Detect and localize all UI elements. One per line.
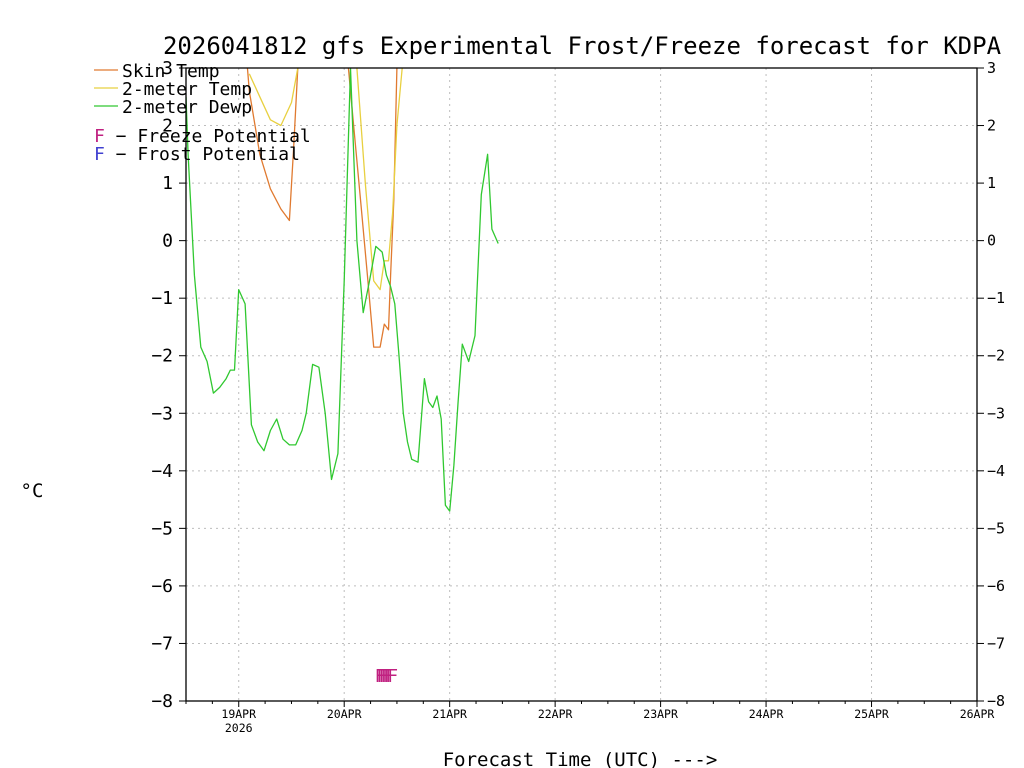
x-tick-label: 26APR xyxy=(960,707,995,721)
x-tick-label: 20APR xyxy=(327,707,362,721)
y-tick-label-left: −5 xyxy=(151,518,173,539)
x-tick-label: 21APR xyxy=(432,707,467,721)
y-tick-label-right: −6 xyxy=(987,577,1005,595)
y-tick-label-right: −7 xyxy=(987,634,1005,652)
series-line-2-meter-temp xyxy=(248,68,403,291)
plot-frame xyxy=(185,67,978,702)
y-tick-label-left: −8 xyxy=(151,691,173,712)
legend-potential-char: F xyxy=(94,144,105,165)
y-tick-label-left: 3 xyxy=(162,58,173,79)
y-tick-label-right: −1 xyxy=(987,289,1005,307)
y-tick-label-left: −1 xyxy=(151,288,173,309)
y-tick-label-left: −2 xyxy=(151,346,173,367)
x-tick-sublabel: 2026 xyxy=(225,721,253,735)
freeze-potential-marker: F xyxy=(377,666,388,687)
grid-lines xyxy=(186,68,977,701)
series-lines xyxy=(186,68,499,512)
x-tick-label: 25APR xyxy=(854,707,889,721)
y-tick-label-left: −3 xyxy=(151,403,173,424)
legend-potential-char: F xyxy=(94,126,105,147)
freeze-potential-marker: F xyxy=(375,666,386,687)
legend-label: 2-meter Dewp xyxy=(122,97,252,118)
y-tick-label-right: 0 xyxy=(987,232,996,250)
legend-potential-label: − Freeze Potential xyxy=(105,126,311,147)
y-tick-label-right: −5 xyxy=(987,519,1005,537)
y-tick-label-left: 1 xyxy=(162,173,173,194)
axis-ticks: 3 3 2 2 1 1 0 0 −1 −1 −2 −2 −3 −3 −4 −4 −5 −5 −6 −6 −7 −7 −8 −8… xyxy=(151,58,1005,735)
y-tick-label-left: −7 xyxy=(151,633,173,654)
y-axis-label: °C xyxy=(21,480,44,502)
freeze-potential-marker: F xyxy=(385,666,396,687)
y-tick-label-right: 3 xyxy=(987,59,996,77)
y-tick-label-right: −2 xyxy=(987,347,1005,365)
legend-potential-label: − Frost Potential xyxy=(105,144,300,165)
freeze-potential-marker: F xyxy=(379,666,390,687)
y-tick-label-left: 2 xyxy=(162,116,173,137)
chart-title: 2026041812 gfs Experimental Frost/Freeze… xyxy=(163,32,1002,60)
legend-label: Skin Temp xyxy=(122,61,220,82)
y-tick-label-right: 1 xyxy=(987,174,996,192)
legend-potential-entry: F − Freeze Potential xyxy=(94,126,311,147)
y-tick-label-left: −6 xyxy=(151,576,173,597)
legend-potential-entry: F − Frost Potential xyxy=(94,144,300,165)
y-tick-label-right: 2 xyxy=(987,117,996,135)
y-tick-label-left: 0 xyxy=(162,231,173,252)
x-tick-label: 22APR xyxy=(538,707,573,721)
x-tick-label: 19APR xyxy=(221,707,256,721)
y-tick-label-left: −4 xyxy=(151,461,173,482)
freeze-potential-marker: F xyxy=(383,666,394,687)
x-axis-label: Forecast Time (UTC) ---> xyxy=(443,749,718,768)
x-tick-label: 24APR xyxy=(749,707,784,721)
x-tick-label: 23APR xyxy=(643,707,678,721)
series-line-2-meter-dewp xyxy=(186,68,499,512)
y-tick-label-right: −4 xyxy=(987,462,1005,480)
freeze-potential-marker: F xyxy=(381,666,392,687)
y-tick-label-right: −8 xyxy=(987,692,1005,710)
freeze-potential-marker: F xyxy=(387,666,398,687)
legend-label: 2-meter Temp xyxy=(122,79,252,100)
y-tick-label-right: −3 xyxy=(987,404,1005,422)
